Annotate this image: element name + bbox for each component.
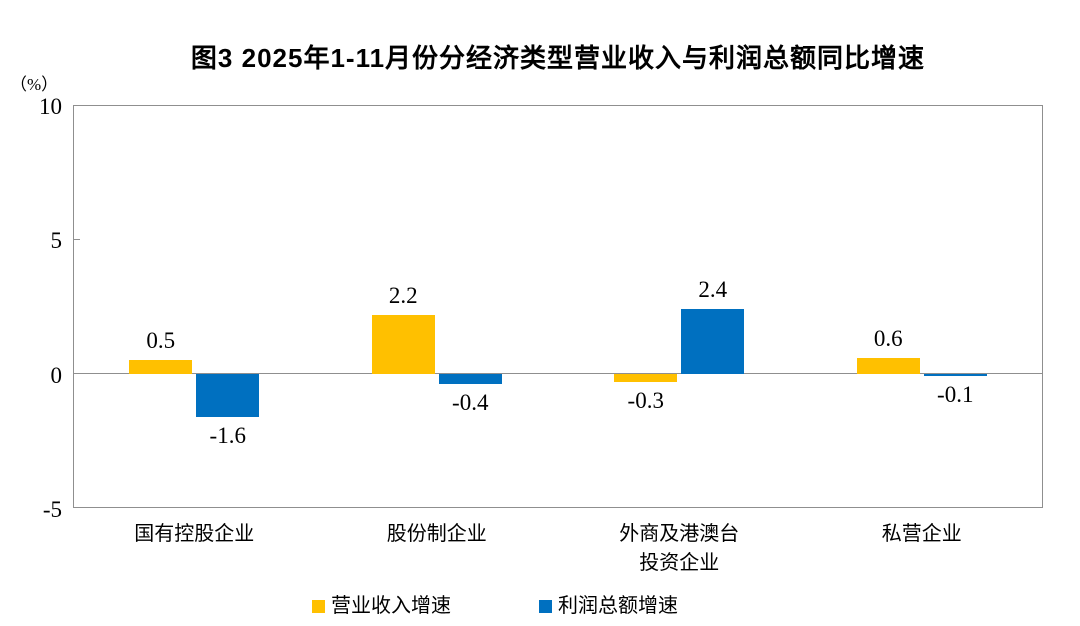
x-axis-category-label: 股份制企业 <box>386 523 487 545</box>
bar-value-label: 0.5 <box>146 328 176 354</box>
y-tick-label: -5 <box>42 497 62 522</box>
y-tick-label: 10 <box>39 94 62 119</box>
bar-revenue <box>856 357 920 374</box>
plot-area <box>73 105 1043 508</box>
bar-value-label: -1.6 <box>209 422 246 448</box>
x-axis-category-label: 外商及港澳台 投资企业 <box>619 523 740 574</box>
bar-profit <box>681 309 745 374</box>
bar-value-label: -0.4 <box>452 390 489 416</box>
bar-profit <box>438 373 502 385</box>
bar-value-label: 2.4 <box>698 277 728 303</box>
legend-label: 营业收入增速 <box>331 595 451 617</box>
chart-title: 图3 2025年1-11月份分经济类型营业收入与利润总额同比增速 <box>190 43 926 73</box>
y-tick-label: 5 <box>50 228 63 254</box>
bar-value-label: -0.1 <box>937 382 974 408</box>
legend-swatch-revenue-icon <box>312 599 325 613</box>
legend-item-revenue: 营业收入增速 <box>312 594 451 618</box>
bar-revenue <box>614 373 678 382</box>
y-axis-unit-label: （%） <box>10 75 59 94</box>
bar-revenue <box>371 314 435 374</box>
bar-profit <box>923 373 987 377</box>
x-axis-category-label: 私营企业 <box>881 523 962 545</box>
bar-value-label: 2.2 <box>388 282 418 308</box>
y-tick-mark <box>73 238 80 241</box>
bar-profit <box>196 373 260 417</box>
bar-value-label: -0.3 <box>627 387 664 413</box>
legend-item-profit: 利润总额增速 <box>539 594 678 618</box>
bar-value-label: 0.6 <box>873 325 903 351</box>
bar-revenue <box>129 360 193 374</box>
legend: 营业收入增速 利润总额增速 <box>0 594 1035 618</box>
legend-label: 利润总额增速 <box>558 595 678 617</box>
x-axis-category-label: 国有控股企业 <box>134 523 255 545</box>
y-tick-label: 0 <box>50 362 63 388</box>
zero-line <box>73 372 1043 375</box>
legend-swatch-profit-icon <box>539 599 552 613</box>
